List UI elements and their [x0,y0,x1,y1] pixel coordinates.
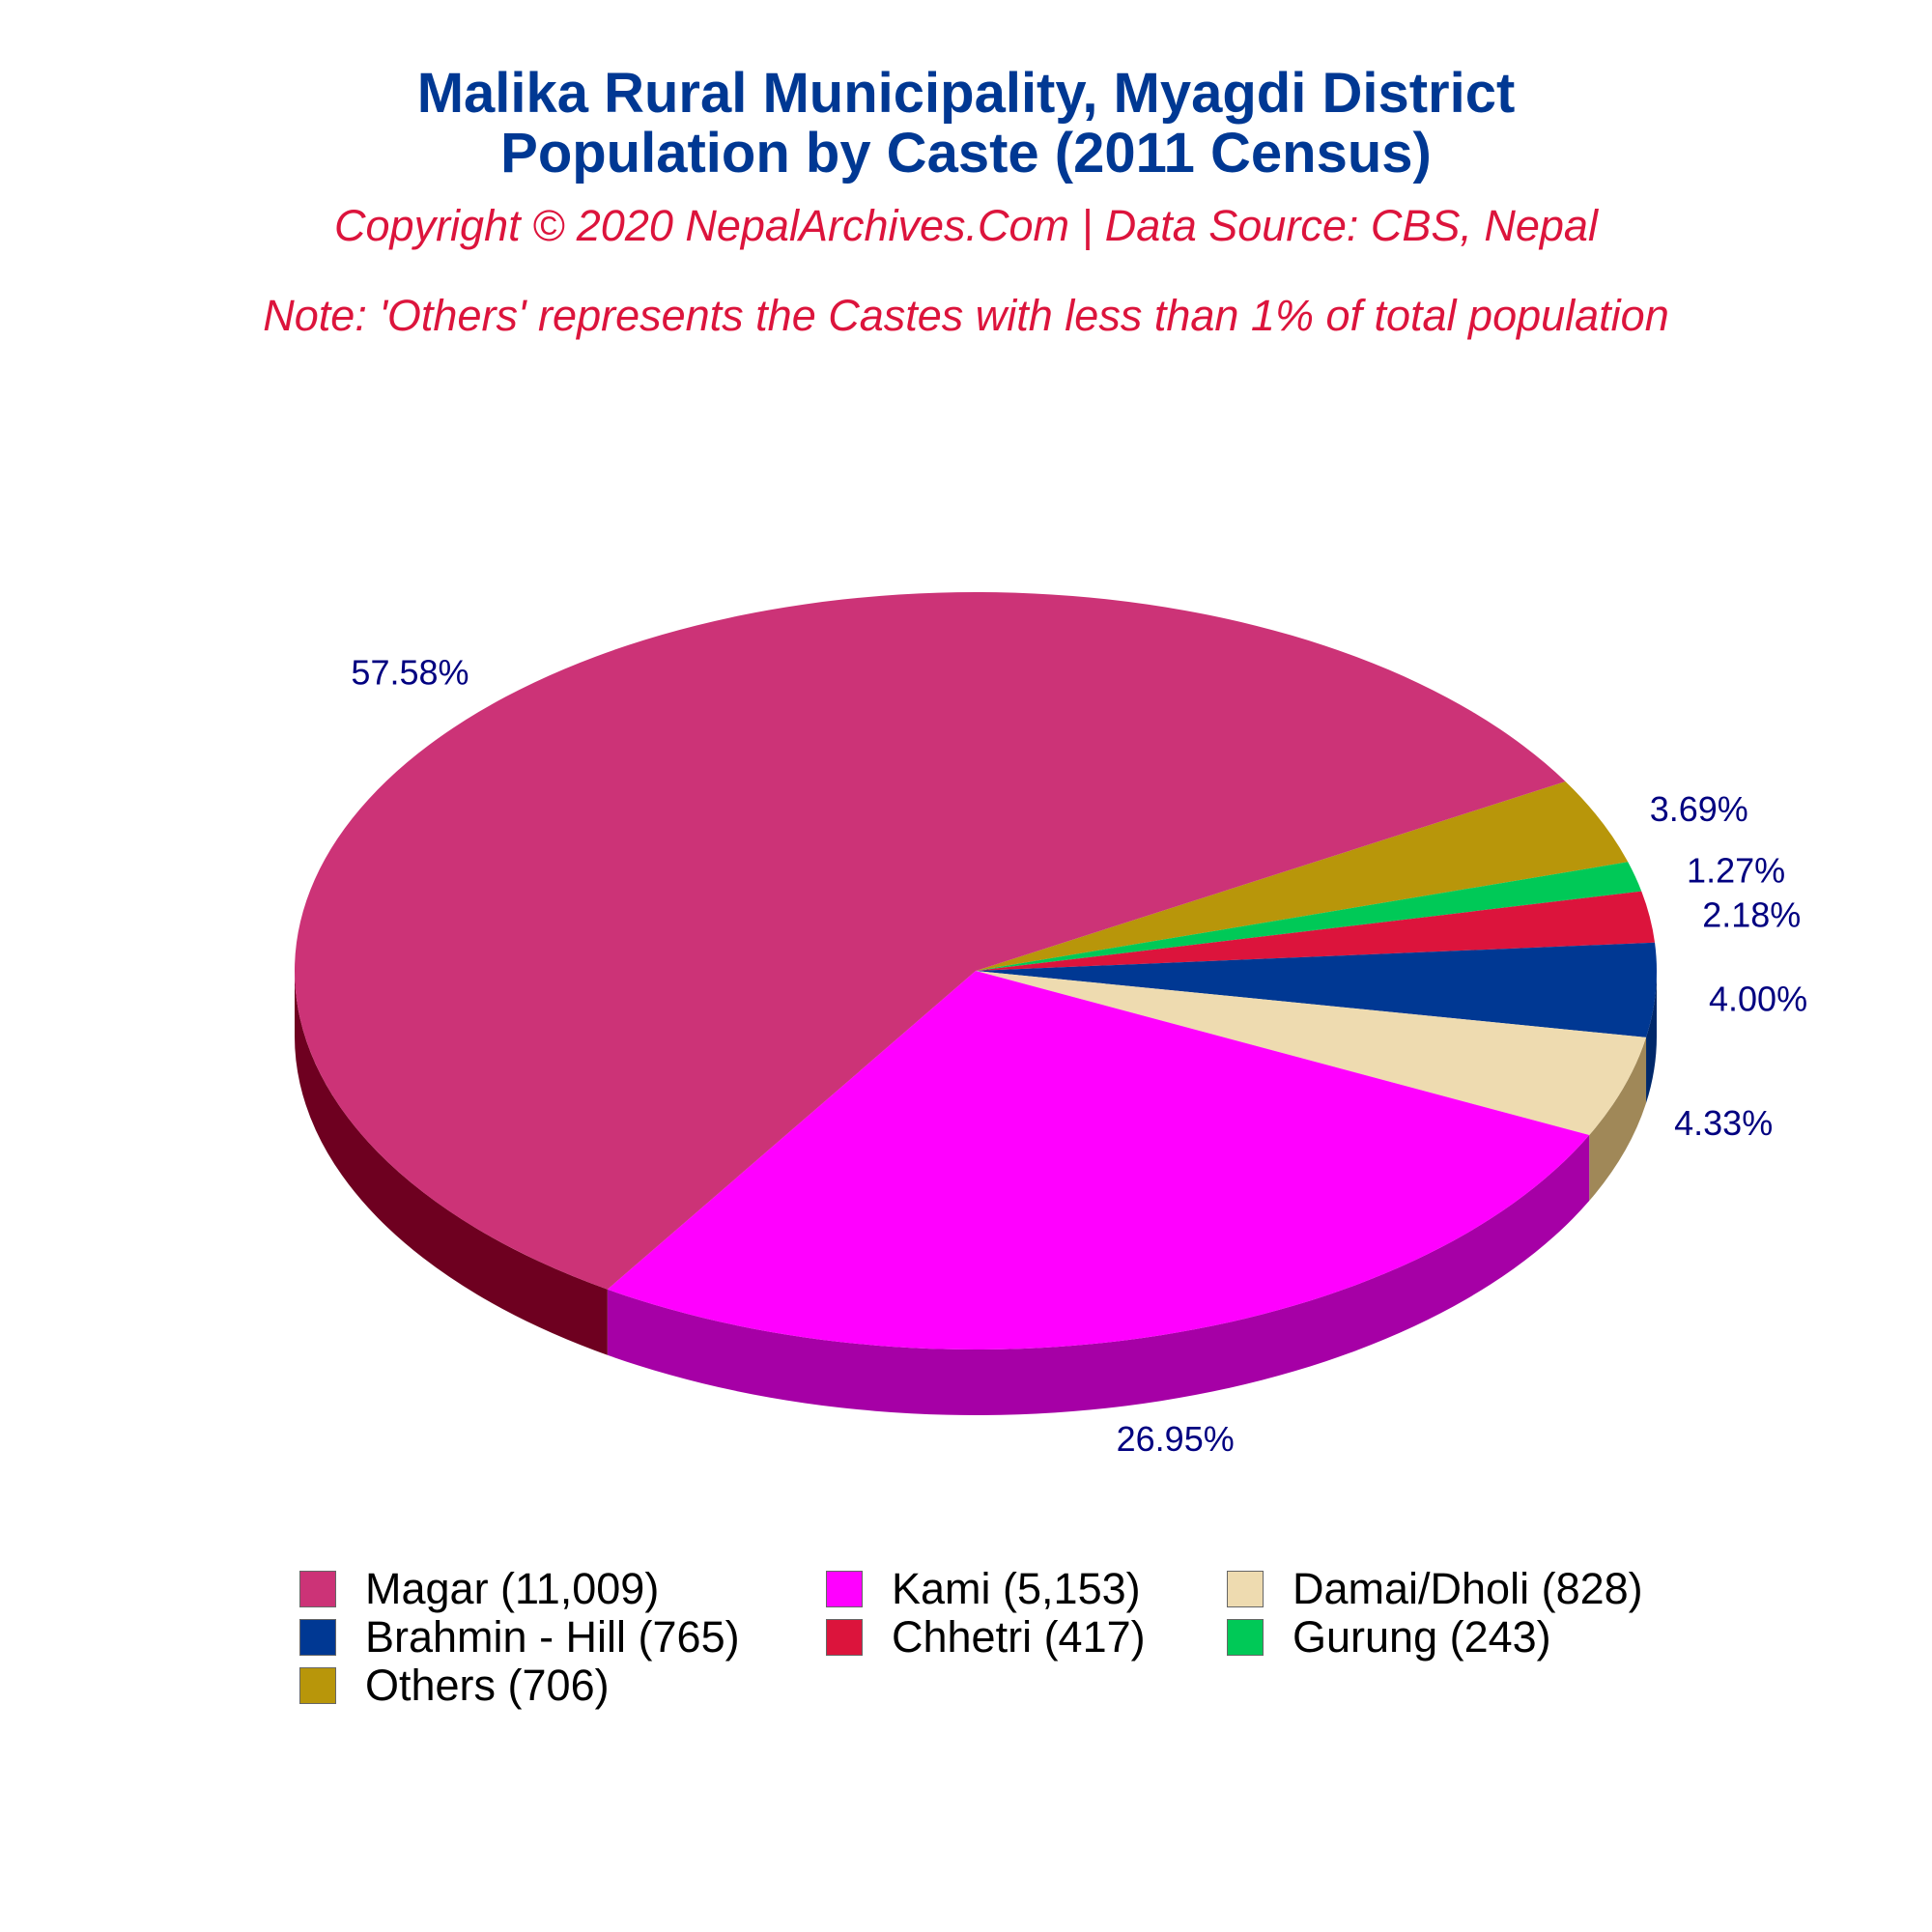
legend-swatch [299,1571,336,1607]
legend-item-chhetri: Chhetri (417) [826,1612,1146,1662]
pie-label-others: 3.69% [1650,789,1748,829]
pie-label-damai-dholi: 4.33% [1674,1103,1773,1143]
legend-swatch [1227,1619,1264,1656]
pie-slice-kami [607,971,1590,1350]
legend-swatch [1227,1571,1264,1607]
pie-side-damai-dholi [1589,1037,1647,1202]
pie-label-brahmin-hill: 4.00% [1709,979,1807,1018]
pie-side-brahmin-hill [1646,971,1657,1103]
pie-side-kami [607,1135,1590,1415]
pie-slice-brahmin-hill [976,942,1657,1037]
legend-label: Damai/Dholi (828) [1293,1564,1643,1613]
legend-swatch [826,1571,863,1607]
pie-side-magar [295,971,608,1355]
pie-label-gurung: 1.27% [1687,850,1785,890]
legend-swatch [826,1619,863,1656]
pie-slice-others [976,781,1629,971]
legend-item-gurung: Gurung (243) [1227,1612,1551,1662]
legend-swatch [299,1619,336,1656]
chart-header: Malika Rural Municipality, Myagdi Distri… [0,0,1932,341]
pie-label-chhetri: 2.18% [1702,895,1801,934]
pie-slice-magar [294,591,1566,1290]
legend-item-damai-dholi: Damai/Dholi (828) [1227,1564,1643,1613]
pie-slice-gurung [976,862,1642,971]
chart-subtitle: Copyright © 2020 NepalArchives.Com | Dat… [334,201,1598,250]
legend-label: Others (706) [365,1661,610,1710]
legend-label: Chhetri (417) [892,1612,1146,1662]
pie-label-kami: 26.95% [1117,1419,1235,1459]
chart-note: Note: 'Others' represents the Castes wit… [263,291,1669,340]
pie-slice-damai-dholi [976,971,1647,1136]
legend-label: Gurung (243) [1293,1612,1551,1662]
legend-item-kami: Kami (5,153) [826,1564,1141,1613]
pie-label-magar: 57.58% [351,652,469,692]
pie-slice-chhetri [976,891,1656,971]
legend-label: Magar (11,009) [365,1564,660,1613]
legend-label: Kami (5,153) [892,1564,1141,1613]
legend-item-others: Others (706) [299,1661,610,1710]
legend-label: Brahmin - Hill (765) [365,1612,740,1662]
legend-item-brahmin-hill: Brahmin - Hill (765) [299,1612,740,1662]
chart-title-line2: Population by Caste (2011 Census) [500,122,1432,185]
legend-swatch [299,1667,336,1704]
chart-title-line1: Malika Rural Municipality, Myagdi Distri… [416,62,1516,125]
legend-item-magar: Magar (11,009) [299,1564,660,1613]
